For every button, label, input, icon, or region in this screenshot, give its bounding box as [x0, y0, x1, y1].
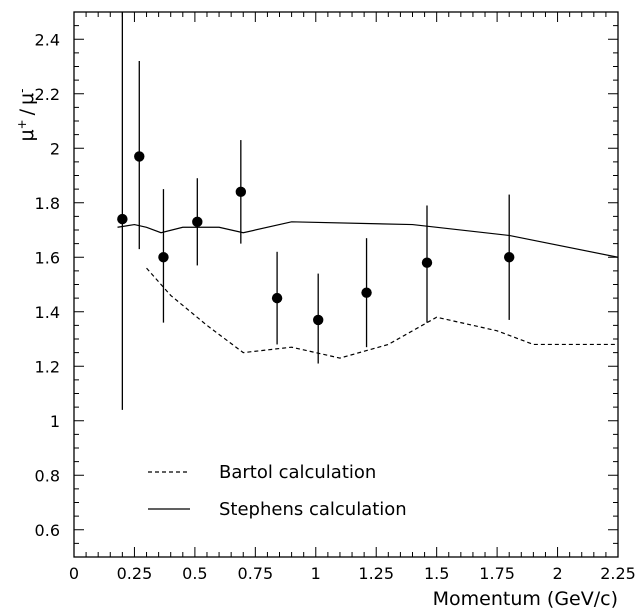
y-tick-label: 0.6: [35, 521, 60, 540]
y-axis-title: μ+/μ-: [15, 89, 38, 142]
data-point-marker: [361, 287, 372, 298]
x-tick-label: 0.5: [182, 564, 207, 583]
data-point-marker: [158, 252, 169, 263]
x-tick-label: 0: [69, 564, 79, 583]
x-tick-label: 1.75: [479, 564, 515, 583]
y-axis-ticks: 0.6 0.8 1 1.2 1.4 1.6 1.8 2 2.2 2.4: [35, 11, 618, 558]
y-tick-label: 2.2: [35, 85, 60, 104]
y-axis-title-mu2: μ: [16, 93, 38, 105]
stephens-series-line: [117, 221, 619, 258]
legend-label-bartol: Bartol calculation: [219, 462, 376, 483]
y-tick-label: 2: [50, 139, 60, 158]
y-tick-label: 1.8: [35, 194, 60, 213]
data-point-marker: [134, 151, 145, 162]
data-point-marker: [504, 252, 515, 263]
x-axis-ticks: 0 0.25 0.5 0.75 1 1.25 1.5 1.75 2 2.25: [69, 12, 636, 583]
y-tick-label: 2.4: [35, 30, 60, 49]
x-tick-label: 2.25: [600, 564, 636, 583]
data-point-marker: [117, 213, 128, 225]
data-point-marker: [312, 314, 324, 326]
legend-label-stephens: Stephens calculation: [219, 499, 407, 520]
x-tick-label: 1.5: [424, 564, 449, 583]
x-tick-label: 2: [552, 564, 562, 583]
y-tick-label: 1.4: [35, 303, 60, 322]
y-axis-title-sup2: -: [15, 89, 29, 93]
x-tick-label: 0.25: [117, 564, 153, 583]
data-point-marker: [192, 216, 203, 228]
series-lines: [117, 221, 619, 359]
y-axis-title-sup1: +: [15, 119, 29, 129]
data-points: [117, 151, 515, 326]
x-axis-title: Momentum (GeV/c): [433, 588, 618, 610]
legend: Bartol calculation Stephens calculation: [148, 462, 407, 520]
x-tick-label: 1: [311, 564, 321, 583]
x-tick-label: 0.75: [238, 564, 274, 583]
error-bars: [121, 12, 510, 410]
y-tick-label: 0.8: [35, 466, 60, 485]
y-axis-title-sep: /: [16, 108, 38, 115]
y-tick-label: 1: [50, 412, 60, 431]
data-point-marker: [235, 186, 247, 198]
y-tick-label: 1.6: [35, 248, 60, 267]
y-tick-label: 1.2: [35, 357, 60, 376]
x-tick-label: 1.25: [358, 564, 394, 583]
data-point-marker: [271, 292, 283, 304]
data-point-marker: [421, 257, 433, 268]
bartol-series-line: [146, 267, 618, 359]
y-axis-title-mu1: μ: [16, 129, 38, 141]
